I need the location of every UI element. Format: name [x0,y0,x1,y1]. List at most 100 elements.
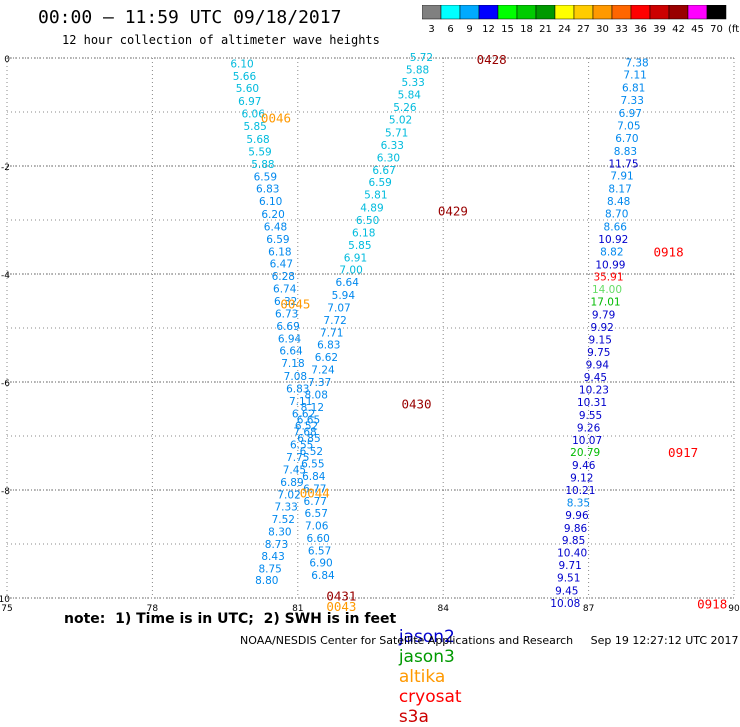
wave-height-label: 6.83 [286,383,309,395]
wave-height-label: 6.85 [297,433,320,445]
colorbar-label: 6 [447,24,453,35]
wave-height-label: 9.79 [592,310,615,322]
y-tick-label: -8 [1,487,10,497]
colorbar-swatch [706,5,727,20]
wave-height-label: 6.50 [356,215,379,227]
wave-height-label: 5.66 [233,71,257,83]
colorbar-label: 45 [691,24,704,35]
wave-height-label: 6.94 [278,333,302,345]
time-label: 0046 [261,110,291,125]
wave-height-label: 7.05 [617,121,640,133]
wave-height-label: 6.83 [256,184,279,196]
wave-height-label: 5.71 [385,128,408,140]
colorbar-label: (ft) [728,24,740,35]
colorbar-label: 30 [596,24,609,35]
wave-height-label: 10.31 [577,397,607,409]
units-note: note: 1) Time is in UTC; 2) SWH is in fe… [64,611,397,627]
wave-height-label: 9.86 [564,523,588,535]
legend-jason3: jason3 [398,647,455,667]
wave-height-label: 9.26 [577,422,601,434]
wave-height-label: 9.46 [572,460,596,472]
wave-height-label: 5.59 [248,146,271,158]
wave-height-label: 8.80 [255,575,278,587]
time-label: 0045 [280,297,310,312]
wave-height-label: 6.62 [315,352,338,364]
wave-height-label: 6.91 [344,252,367,264]
wave-height-label: 10.07 [572,435,602,447]
wave-height-label: 9.45 [555,585,578,597]
y-tick-label: 0 [4,55,10,65]
wave-height-label: 7.33 [621,95,644,107]
wave-height-label: 6.10 [259,196,282,208]
x-tick-label: 90 [728,604,740,614]
wave-height-label: 8.66 [604,221,628,233]
wave-height-label: 9.94 [586,360,610,372]
wave-height-label: 5.72 [410,52,433,64]
wave-height-label: 9.51 [557,572,580,584]
x-tick-label: 87 [583,604,594,614]
wave-height-label: 7.75 [286,452,309,464]
wave-height-label: 14.00 [592,284,622,296]
wave-height-label: 6.84 [311,570,335,582]
satellite-legend: jason2 jason3 altika cryosat s3a [388,607,472,727]
chart-title: 00:00 – 11:59 UTC 09/18/2017 [38,7,342,28]
time-label: 0918 [697,596,727,611]
wave-height-label: 5.33 [401,77,424,89]
y-tick-label: -4 [1,271,10,281]
wave-height-label: 7.06 [305,521,329,533]
wave-height-label: 6.77 [303,483,326,495]
wave-height-label: 6.32 [274,296,297,308]
wave-height-label: 5.26 [393,102,417,114]
time-label: 0918 [654,244,684,259]
wave-height-label: 8.73 [265,539,288,551]
wave-height-label: 20.79 [570,447,600,459]
wave-height-label: 9.96 [565,510,589,522]
colorbar-label: 33 [615,24,628,35]
chart-subtitle: 12 hour collection of altimeter wave hei… [62,33,380,47]
wave-height-label: 7.91 [610,171,633,183]
wave-height-label: 10.08 [550,598,580,610]
wave-height-label: 6.69 [276,321,299,333]
wave-height-label: 9.92 [590,322,613,334]
colorbar-label: 12 [482,24,495,35]
wave-height-label: 5.88 [251,159,274,171]
wave-height-label: 9.85 [562,535,585,547]
wave-height-label: 8.35 [567,497,590,509]
legend-cryosat: cryosat [398,687,462,707]
x-tick-label: 75 [1,604,12,614]
wave-height-label: 5.94 [332,290,356,302]
wave-height-label: 6.90 [309,557,332,569]
colorbar-label: 70 [710,24,723,35]
colorbar-label: 3 [428,24,434,35]
wave-height-label: 7.00 [339,265,362,277]
x-tick-label: 84 [437,604,449,614]
wave-height-label: 5.84 [398,90,422,102]
wave-height-label: 7.52 [272,514,295,526]
legend-s3a: s3a [398,707,429,727]
wave-height-label: 11.75 [608,158,638,170]
colorbar-label: 39 [653,24,666,35]
wave-height-label: 6.59 [368,177,391,189]
wave-height-label: 6.64 [279,346,303,358]
colorbar-label: 21 [539,24,552,35]
wave-height-label: 6.64 [336,277,360,289]
wave-height-label: 7.37 [308,377,331,389]
colorbar-label: 36 [634,24,647,35]
time-label: 0044 [300,486,330,501]
time-label: 0043 [326,599,356,614]
wave-height-label: 6.57 [308,545,331,557]
wave-height-label: 7.07 [327,302,350,314]
wave-height-label: 6.55 [301,459,324,471]
wave-height-label: 8.82 [600,246,623,258]
wave-height-label: 7.02 [277,489,300,501]
wave-height-label: 5.68 [246,134,269,146]
wave-height-label: 9.75 [587,347,610,359]
wave-height-label: 7.08 [284,371,307,383]
wave-height-label: 6.18 [352,227,375,239]
wave-height-label: 6.55 [290,440,313,452]
wave-height-label: 6.97 [619,108,642,120]
wave-height-label: 6.47 [270,259,293,271]
wave-height-label: 9.55 [579,410,602,422]
wave-height-label: 7.11 [289,396,312,408]
